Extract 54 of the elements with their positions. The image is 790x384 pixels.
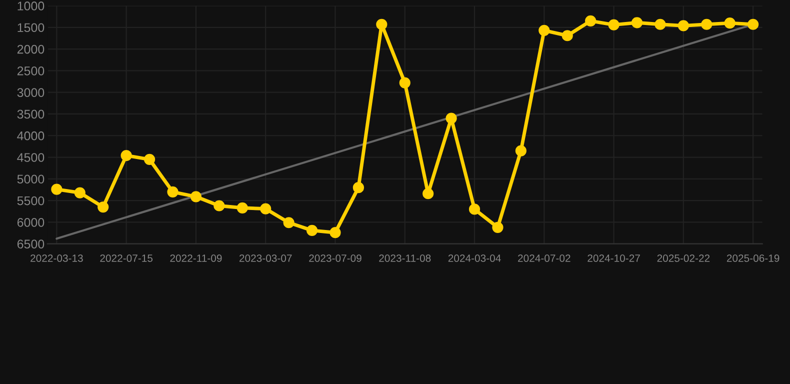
x-tick-label: 2022-03-13 <box>30 254 83 262</box>
x-tick-label: 2025-02-22 <box>657 254 710 262</box>
point <box>492 222 504 233</box>
point <box>585 15 596 26</box>
point <box>330 227 341 238</box>
y-tick-label: 3500 <box>17 110 44 119</box>
point <box>724 18 736 29</box>
point <box>538 24 550 36</box>
point <box>98 201 109 213</box>
point <box>190 191 202 202</box>
y-tick-label: 6500 <box>17 240 44 248</box>
point <box>562 30 573 42</box>
x-tick-label: 2022-07-15 <box>100 254 153 262</box>
point <box>144 154 156 165</box>
y-tick-label: 1500 <box>18 23 44 32</box>
point <box>236 202 248 214</box>
point <box>283 217 294 228</box>
x-tick-label: 2024-07-02 <box>518 254 570 262</box>
x-tick-label: 2023-07-09 <box>309 254 362 262</box>
point <box>654 18 666 30</box>
point <box>446 112 457 124</box>
point <box>468 204 480 215</box>
point <box>678 20 689 32</box>
point <box>515 145 526 156</box>
point <box>260 203 272 214</box>
x-tick-label: 2022-11-09 <box>170 254 222 262</box>
x-tick-label: 2023-03-07 <box>239 254 292 262</box>
x-tick-label: 2024-03-04 <box>448 254 501 262</box>
point <box>701 18 712 30</box>
point <box>631 17 643 28</box>
point <box>306 224 318 236</box>
point <box>376 18 388 30</box>
point <box>51 184 62 195</box>
y-tick-label: 1000 <box>18 2 44 10</box>
y-tick-label: 5500 <box>17 196 44 206</box>
point <box>120 150 132 162</box>
point <box>214 200 225 212</box>
point <box>608 19 620 30</box>
point <box>167 186 178 198</box>
y-tick-label: 2000 <box>17 44 44 54</box>
y-tick-label: 4000 <box>17 131 44 140</box>
x-tick-label: 2024-10-27 <box>588 254 640 262</box>
x-tick-label: 2023-11-08 <box>379 254 431 262</box>
y-tick-label: 4500 <box>17 153 44 162</box>
point <box>74 187 86 198</box>
point <box>352 182 364 194</box>
point <box>399 77 410 88</box>
y-tick-label: 3000 <box>17 88 44 97</box>
y-tick-label: 5000 <box>17 174 44 184</box>
x-tick-label: 2025-06-19 <box>726 254 780 262</box>
y-tick-label: 2500 <box>17 66 44 76</box>
point <box>748 18 759 30</box>
y-tick-label: 6000 <box>17 218 44 227</box>
point <box>422 188 434 200</box>
